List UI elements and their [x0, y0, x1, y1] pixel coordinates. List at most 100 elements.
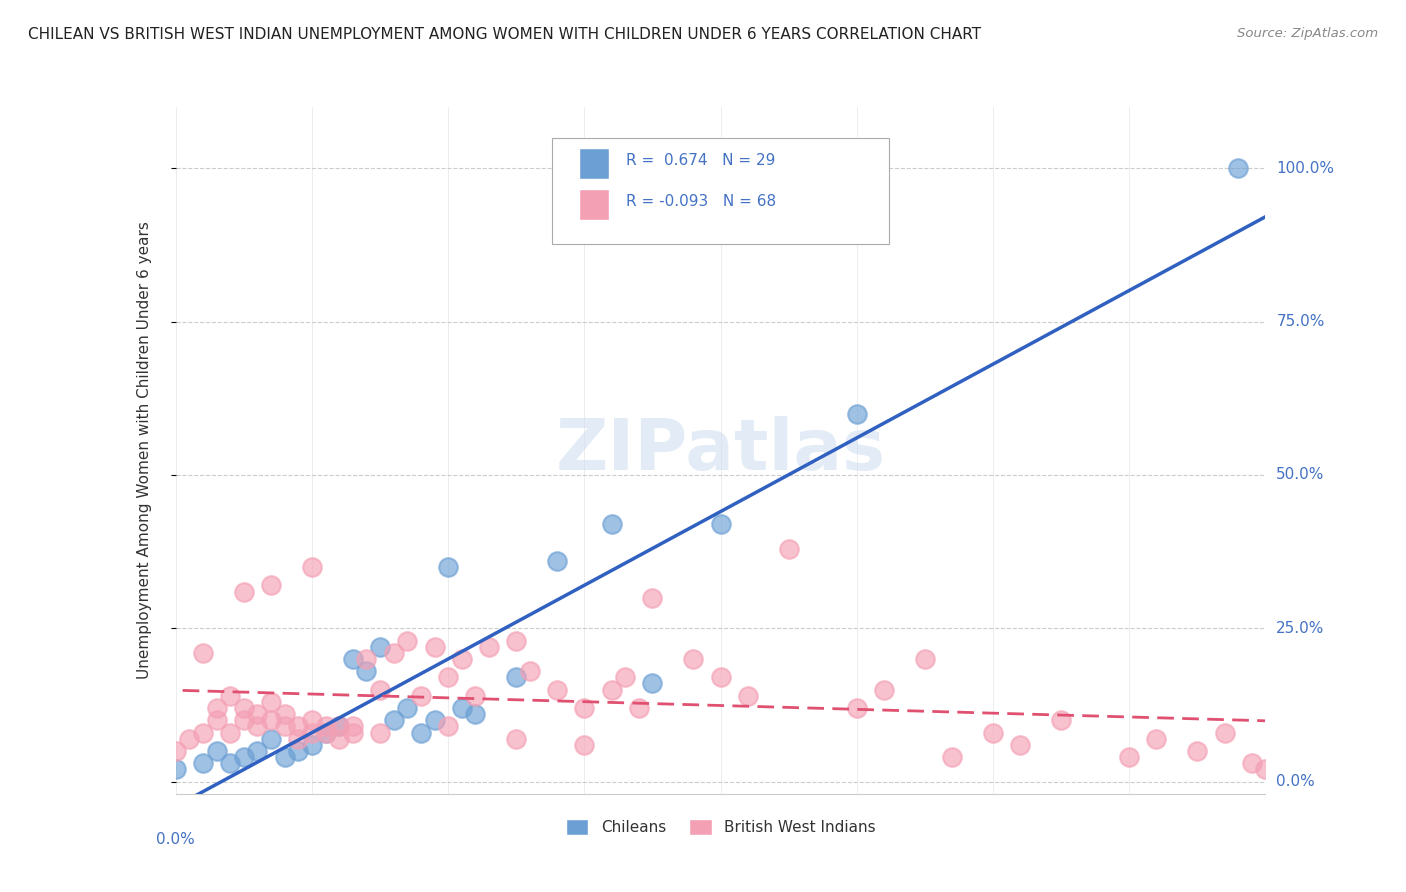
Text: 100.0%: 100.0% [1277, 161, 1334, 176]
Point [191, 725, 214, 739]
Point [232, 701, 254, 715]
Point [342, 719, 364, 733]
Point [219, 756, 242, 771]
Point [179, 731, 201, 746]
Point [382, 646, 405, 660]
Point [301, 725, 323, 739]
Point [505, 731, 527, 746]
FancyBboxPatch shape [579, 189, 609, 220]
Point [914, 652, 936, 666]
Point [205, 714, 228, 728]
Point [356, 652, 378, 666]
Legend: Chileans, British West Indians: Chileans, British West Indians [560, 813, 882, 841]
Point [287, 744, 309, 758]
Point [219, 725, 242, 739]
Point [737, 689, 759, 703]
Point [641, 676, 664, 690]
Point [315, 725, 337, 739]
Point [1050, 714, 1073, 728]
Point [165, 744, 187, 758]
Point [574, 738, 596, 752]
Point [574, 701, 596, 715]
Point [1227, 161, 1250, 176]
Point [301, 714, 323, 728]
FancyBboxPatch shape [551, 138, 890, 244]
Point [328, 731, 350, 746]
Point [274, 707, 297, 722]
Point [342, 652, 364, 666]
Point [246, 719, 269, 733]
Point [274, 719, 297, 733]
Point [641, 591, 664, 605]
Point [368, 682, 391, 697]
Point [845, 407, 868, 421]
Point [627, 701, 650, 715]
Point [710, 670, 733, 684]
Point [205, 701, 228, 715]
Point [1254, 762, 1277, 776]
Point [873, 682, 896, 697]
Point [845, 701, 868, 715]
Point [464, 689, 486, 703]
Point [1118, 750, 1140, 764]
Point [165, 762, 187, 776]
Point [205, 744, 228, 758]
Point [1010, 738, 1032, 752]
Point [546, 682, 568, 697]
Text: R = -0.093   N = 68: R = -0.093 N = 68 [626, 194, 776, 210]
Text: Source: ZipAtlas.com: Source: ZipAtlas.com [1237, 27, 1378, 40]
Point [437, 719, 460, 733]
Point [437, 670, 460, 684]
Point [546, 554, 568, 568]
Point [315, 719, 337, 733]
Point [260, 695, 283, 709]
Point [450, 701, 472, 715]
Point [368, 725, 391, 739]
Point [505, 633, 527, 648]
Point [287, 719, 309, 733]
Text: R =  0.674   N = 29: R = 0.674 N = 29 [626, 153, 775, 168]
Point [246, 744, 269, 758]
Point [1213, 725, 1236, 739]
Point [1240, 756, 1263, 771]
Point [450, 652, 472, 666]
Point [260, 714, 283, 728]
Text: 0.0%: 0.0% [156, 831, 195, 847]
Point [191, 756, 214, 771]
Point [232, 584, 254, 599]
Text: CHILEAN VS BRITISH WEST INDIAN UNEMPLOYMENT AMONG WOMEN WITH CHILDREN UNDER 6 YE: CHILEAN VS BRITISH WEST INDIAN UNEMPLOYM… [28, 27, 981, 42]
Text: 50.0%: 50.0% [1277, 467, 1324, 483]
Point [232, 714, 254, 728]
Point [356, 664, 378, 679]
Point [315, 725, 337, 739]
Text: 75.0%: 75.0% [1277, 314, 1324, 329]
Point [260, 578, 283, 592]
Point [191, 646, 214, 660]
Point [342, 725, 364, 739]
Point [478, 640, 501, 654]
Point [464, 707, 486, 722]
Point [301, 738, 323, 752]
Point [409, 725, 432, 739]
Point [423, 640, 446, 654]
Point [519, 664, 541, 679]
Point [682, 652, 704, 666]
Point [437, 560, 460, 574]
Point [396, 633, 419, 648]
Point [710, 517, 733, 532]
Text: 25.0%: 25.0% [1277, 621, 1324, 636]
Point [382, 714, 405, 728]
Point [1187, 744, 1209, 758]
Point [274, 750, 297, 764]
Point [981, 725, 1004, 739]
Point [423, 714, 446, 728]
Point [301, 560, 323, 574]
Point [1144, 731, 1167, 746]
Point [219, 689, 242, 703]
Point [396, 701, 419, 715]
Point [941, 750, 963, 764]
Point [328, 719, 350, 733]
Text: ZIPatlas: ZIPatlas [555, 416, 886, 485]
Point [368, 640, 391, 654]
Point [600, 682, 623, 697]
